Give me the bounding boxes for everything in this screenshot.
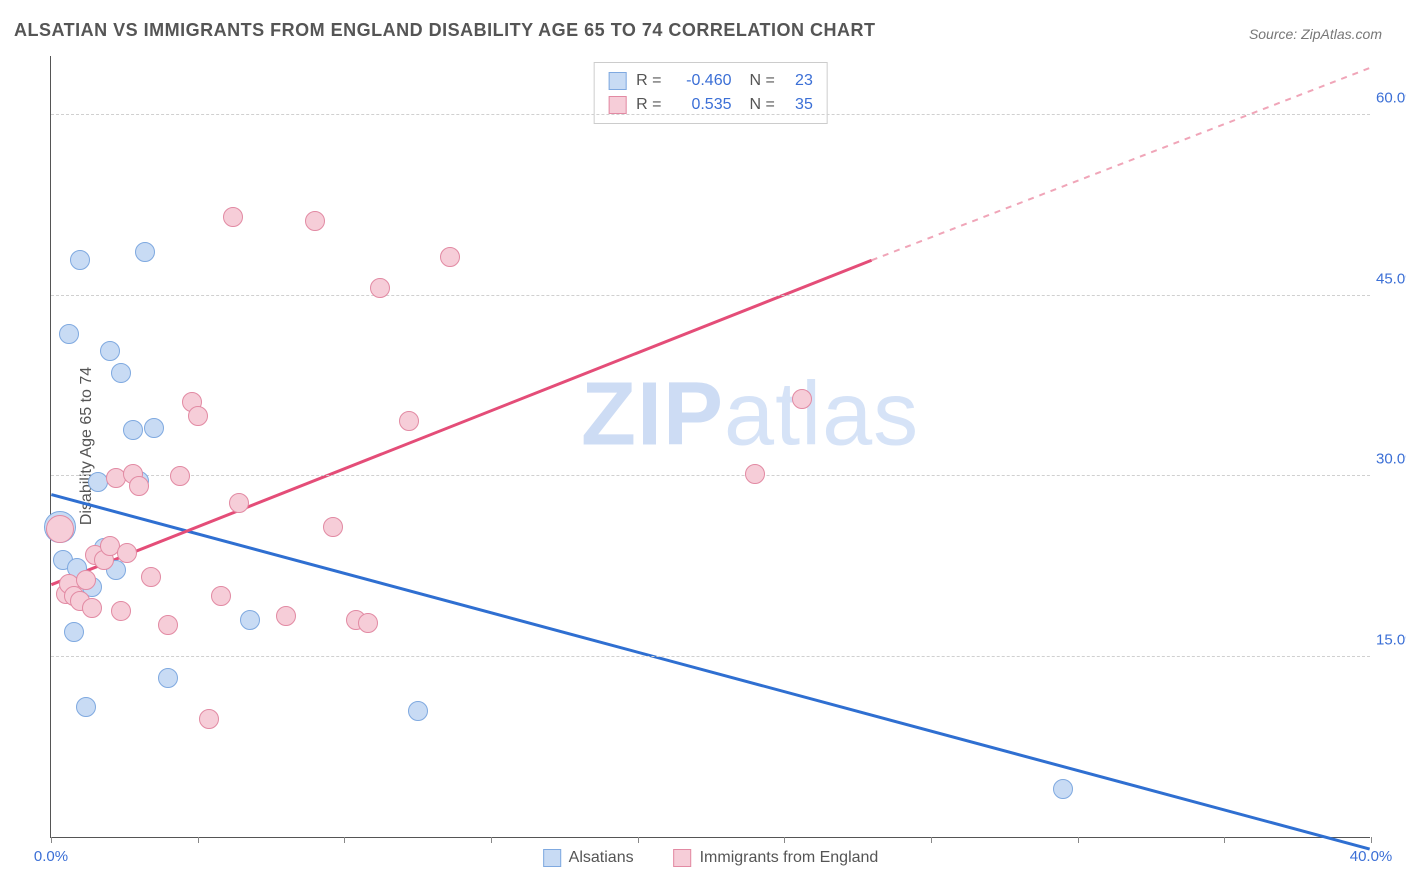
data-point-alsatians — [70, 250, 90, 270]
x-legend-item: Alsatians — [543, 849, 634, 867]
x-tick — [491, 837, 492, 843]
y-tick-label: 45.0% — [1376, 270, 1406, 287]
x-legend-item: Immigrants from England — [674, 849, 879, 867]
stat-r-value: -0.460 — [672, 69, 732, 93]
y-tick-label: 30.0% — [1376, 451, 1406, 468]
data-point-immigrants — [276, 606, 296, 626]
data-point-alsatians — [408, 701, 428, 721]
plot-area: ZIPatlas R =-0.460N =23R =0.535N =35 Als… — [50, 56, 1370, 838]
data-point-immigrants — [111, 601, 131, 621]
trendline-alsatians — [51, 495, 1369, 849]
legend-label: Immigrants from England — [700, 849, 879, 867]
trend-lines — [51, 56, 1370, 837]
source-label: Source: ZipAtlas.com — [1249, 26, 1382, 42]
correlation-chart: ALSATIAN VS IMMIGRANTS FROM ENGLAND DISA… — [0, 0, 1406, 892]
data-point-immigrants — [323, 517, 343, 537]
data-point-alsatians — [1053, 779, 1073, 799]
x-tick — [1224, 837, 1225, 843]
data-point-alsatians — [123, 420, 143, 440]
gridline — [51, 475, 1370, 476]
x-tick-label: 40.0% — [1350, 848, 1393, 865]
data-point-immigrants — [211, 586, 231, 606]
legend-swatch — [608, 72, 626, 90]
x-tick-label: 0.0% — [34, 848, 68, 865]
legend-label: Alsatians — [569, 849, 634, 867]
trendline-immigrants-extrapolated — [872, 68, 1370, 260]
x-tick — [1371, 837, 1372, 843]
y-tick-label: 15.0% — [1376, 631, 1406, 648]
x-tick — [638, 837, 639, 843]
data-point-immigrants — [199, 709, 219, 729]
data-point-immigrants — [745, 464, 765, 484]
legend-swatch — [608, 96, 626, 114]
x-tick — [784, 837, 785, 843]
data-point-immigrants — [399, 411, 419, 431]
data-point-immigrants — [229, 493, 249, 513]
data-point-immigrants — [129, 476, 149, 496]
data-point-alsatians — [76, 697, 96, 717]
x-legend: Alsatians Immigrants from England — [543, 849, 879, 867]
data-point-alsatians — [111, 363, 131, 383]
data-point-immigrants — [358, 613, 378, 633]
x-tick — [931, 837, 932, 843]
data-point-immigrants — [370, 278, 390, 298]
watermark: ZIPatlas — [581, 364, 919, 467]
gridline — [51, 114, 1370, 115]
data-point-immigrants — [440, 247, 460, 267]
legend-swatch — [674, 849, 692, 867]
x-tick — [198, 837, 199, 843]
data-point-alsatians — [59, 324, 79, 344]
stat-r-label: R = — [636, 69, 661, 93]
data-point-immigrants — [158, 615, 178, 635]
chart-title: ALSATIAN VS IMMIGRANTS FROM ENGLAND DISA… — [14, 20, 876, 41]
data-point-immigrants — [117, 543, 137, 563]
data-point-alsatians — [100, 341, 120, 361]
data-point-alsatians — [135, 242, 155, 262]
watermark-rest: atlas — [724, 365, 919, 465]
x-tick — [1078, 837, 1079, 843]
y-tick-label: 60.0% — [1376, 90, 1406, 107]
data-point-immigrants — [305, 211, 325, 231]
gridline — [51, 295, 1370, 296]
data-point-immigrants — [76, 570, 96, 590]
gridline — [51, 656, 1370, 657]
stat-n-value: 23 — [785, 69, 813, 93]
legend-swatch — [543, 849, 561, 867]
x-tick — [344, 837, 345, 843]
data-point-alsatians — [240, 610, 260, 630]
x-tick — [51, 837, 52, 843]
trendline-immigrants — [51, 260, 871, 584]
data-point-immigrants — [223, 207, 243, 227]
data-point-immigrants — [188, 406, 208, 426]
data-point-immigrants — [141, 567, 161, 587]
stats-row: R = -0.460 N = 23 — [608, 69, 813, 93]
watermark-bold: ZIP — [581, 365, 724, 465]
data-point-immigrants — [46, 515, 74, 543]
data-point-immigrants — [792, 389, 812, 409]
data-point-immigrants — [82, 598, 102, 618]
data-point-immigrants — [170, 466, 190, 486]
stat-n-label: N = — [750, 69, 775, 93]
data-point-alsatians — [144, 418, 164, 438]
data-point-alsatians — [64, 622, 84, 642]
data-point-alsatians — [158, 668, 178, 688]
